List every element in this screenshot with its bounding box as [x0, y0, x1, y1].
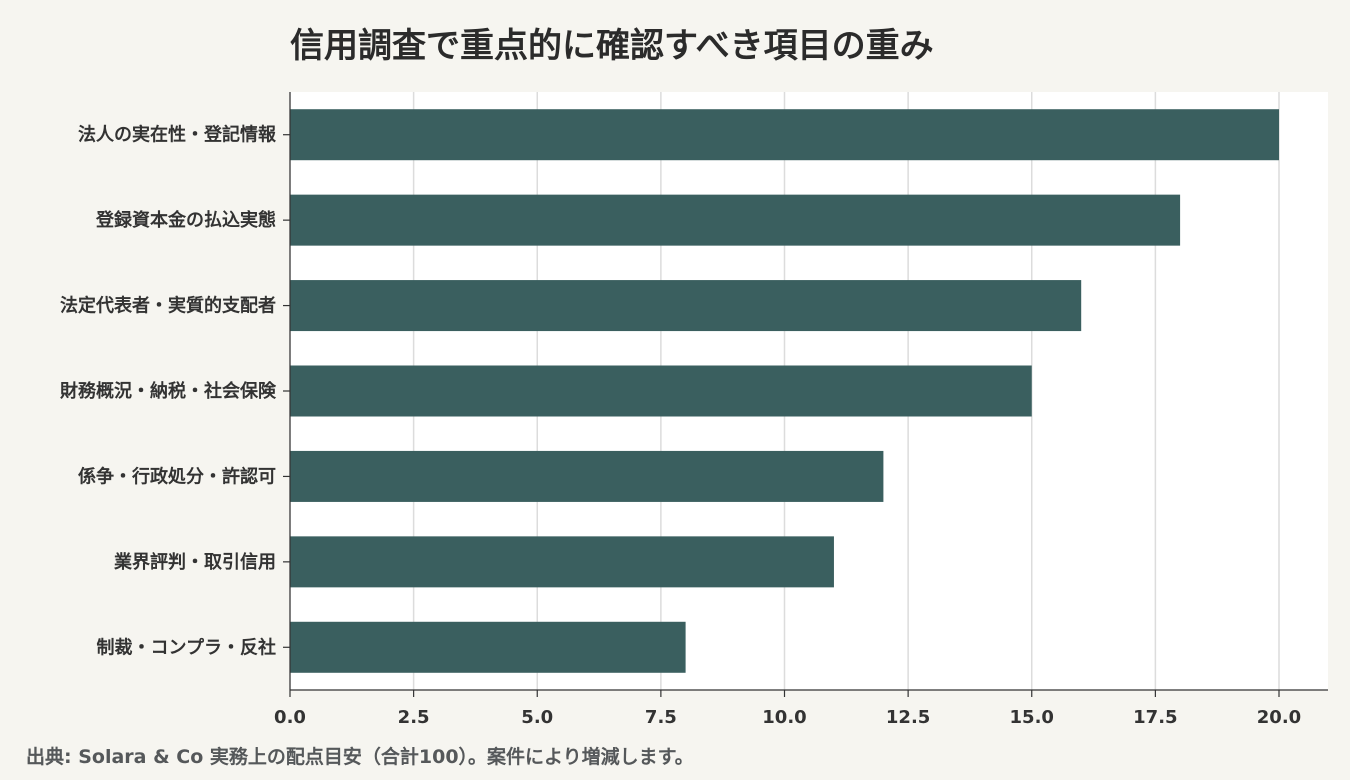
y-axis-categories: 法人の実在性・登記情報登録資本金の払込実態法定代表者・実質的支配者財務概況・納税… — [60, 124, 290, 658]
y-category-label: 係争・行政処分・許認可 — [78, 465, 276, 487]
y-category-label: 制裁・コンプラ・反社 — [97, 636, 276, 658]
y-category-label: 法定代表者・実質的支配者 — [60, 295, 276, 317]
x-tick-label: 12.5 — [886, 707, 930, 728]
y-category-label: 法人の実在性・登記情報 — [78, 124, 277, 146]
x-tick-label: 0.0 — [274, 707, 306, 728]
chart-title: 信用調査で重点的に確認すべき項目の重み — [290, 26, 934, 66]
bar-1 — [290, 194, 1181, 246]
x-tick-label: 17.5 — [1133, 707, 1177, 728]
y-category-label: 財務概況・納税・社会保険 — [60, 380, 277, 402]
bar-3 — [290, 365, 1032, 417]
source-footnote: 出典: Solara & Co 実務上の配点目安（合計100）。案件により増減し… — [26, 746, 694, 768]
x-tick-label: 20.0 — [1257, 707, 1301, 728]
y-category-label: 登録資本金の払込実態 — [95, 209, 276, 231]
x-tick-label: 7.5 — [645, 707, 677, 728]
bar-4 — [290, 450, 884, 502]
x-tick-label: 5.0 — [521, 707, 553, 728]
y-category-label: 業界評判・取引信用 — [113, 551, 276, 573]
x-tick-label: 15.0 — [1010, 707, 1054, 728]
x-axis-ticks: 0.0 2.5 5.0 7.5 10.0 12.5 15.0 17.5 20.0 — [274, 690, 1301, 728]
bar-0 — [290, 109, 1279, 161]
bar-2 — [290, 280, 1082, 332]
bar-5 — [290, 536, 834, 588]
bars — [290, 109, 1279, 673]
x-tick-label: 10.0 — [762, 707, 806, 728]
bar-6 — [290, 621, 686, 673]
x-tick-label: 2.5 — [398, 707, 430, 728]
